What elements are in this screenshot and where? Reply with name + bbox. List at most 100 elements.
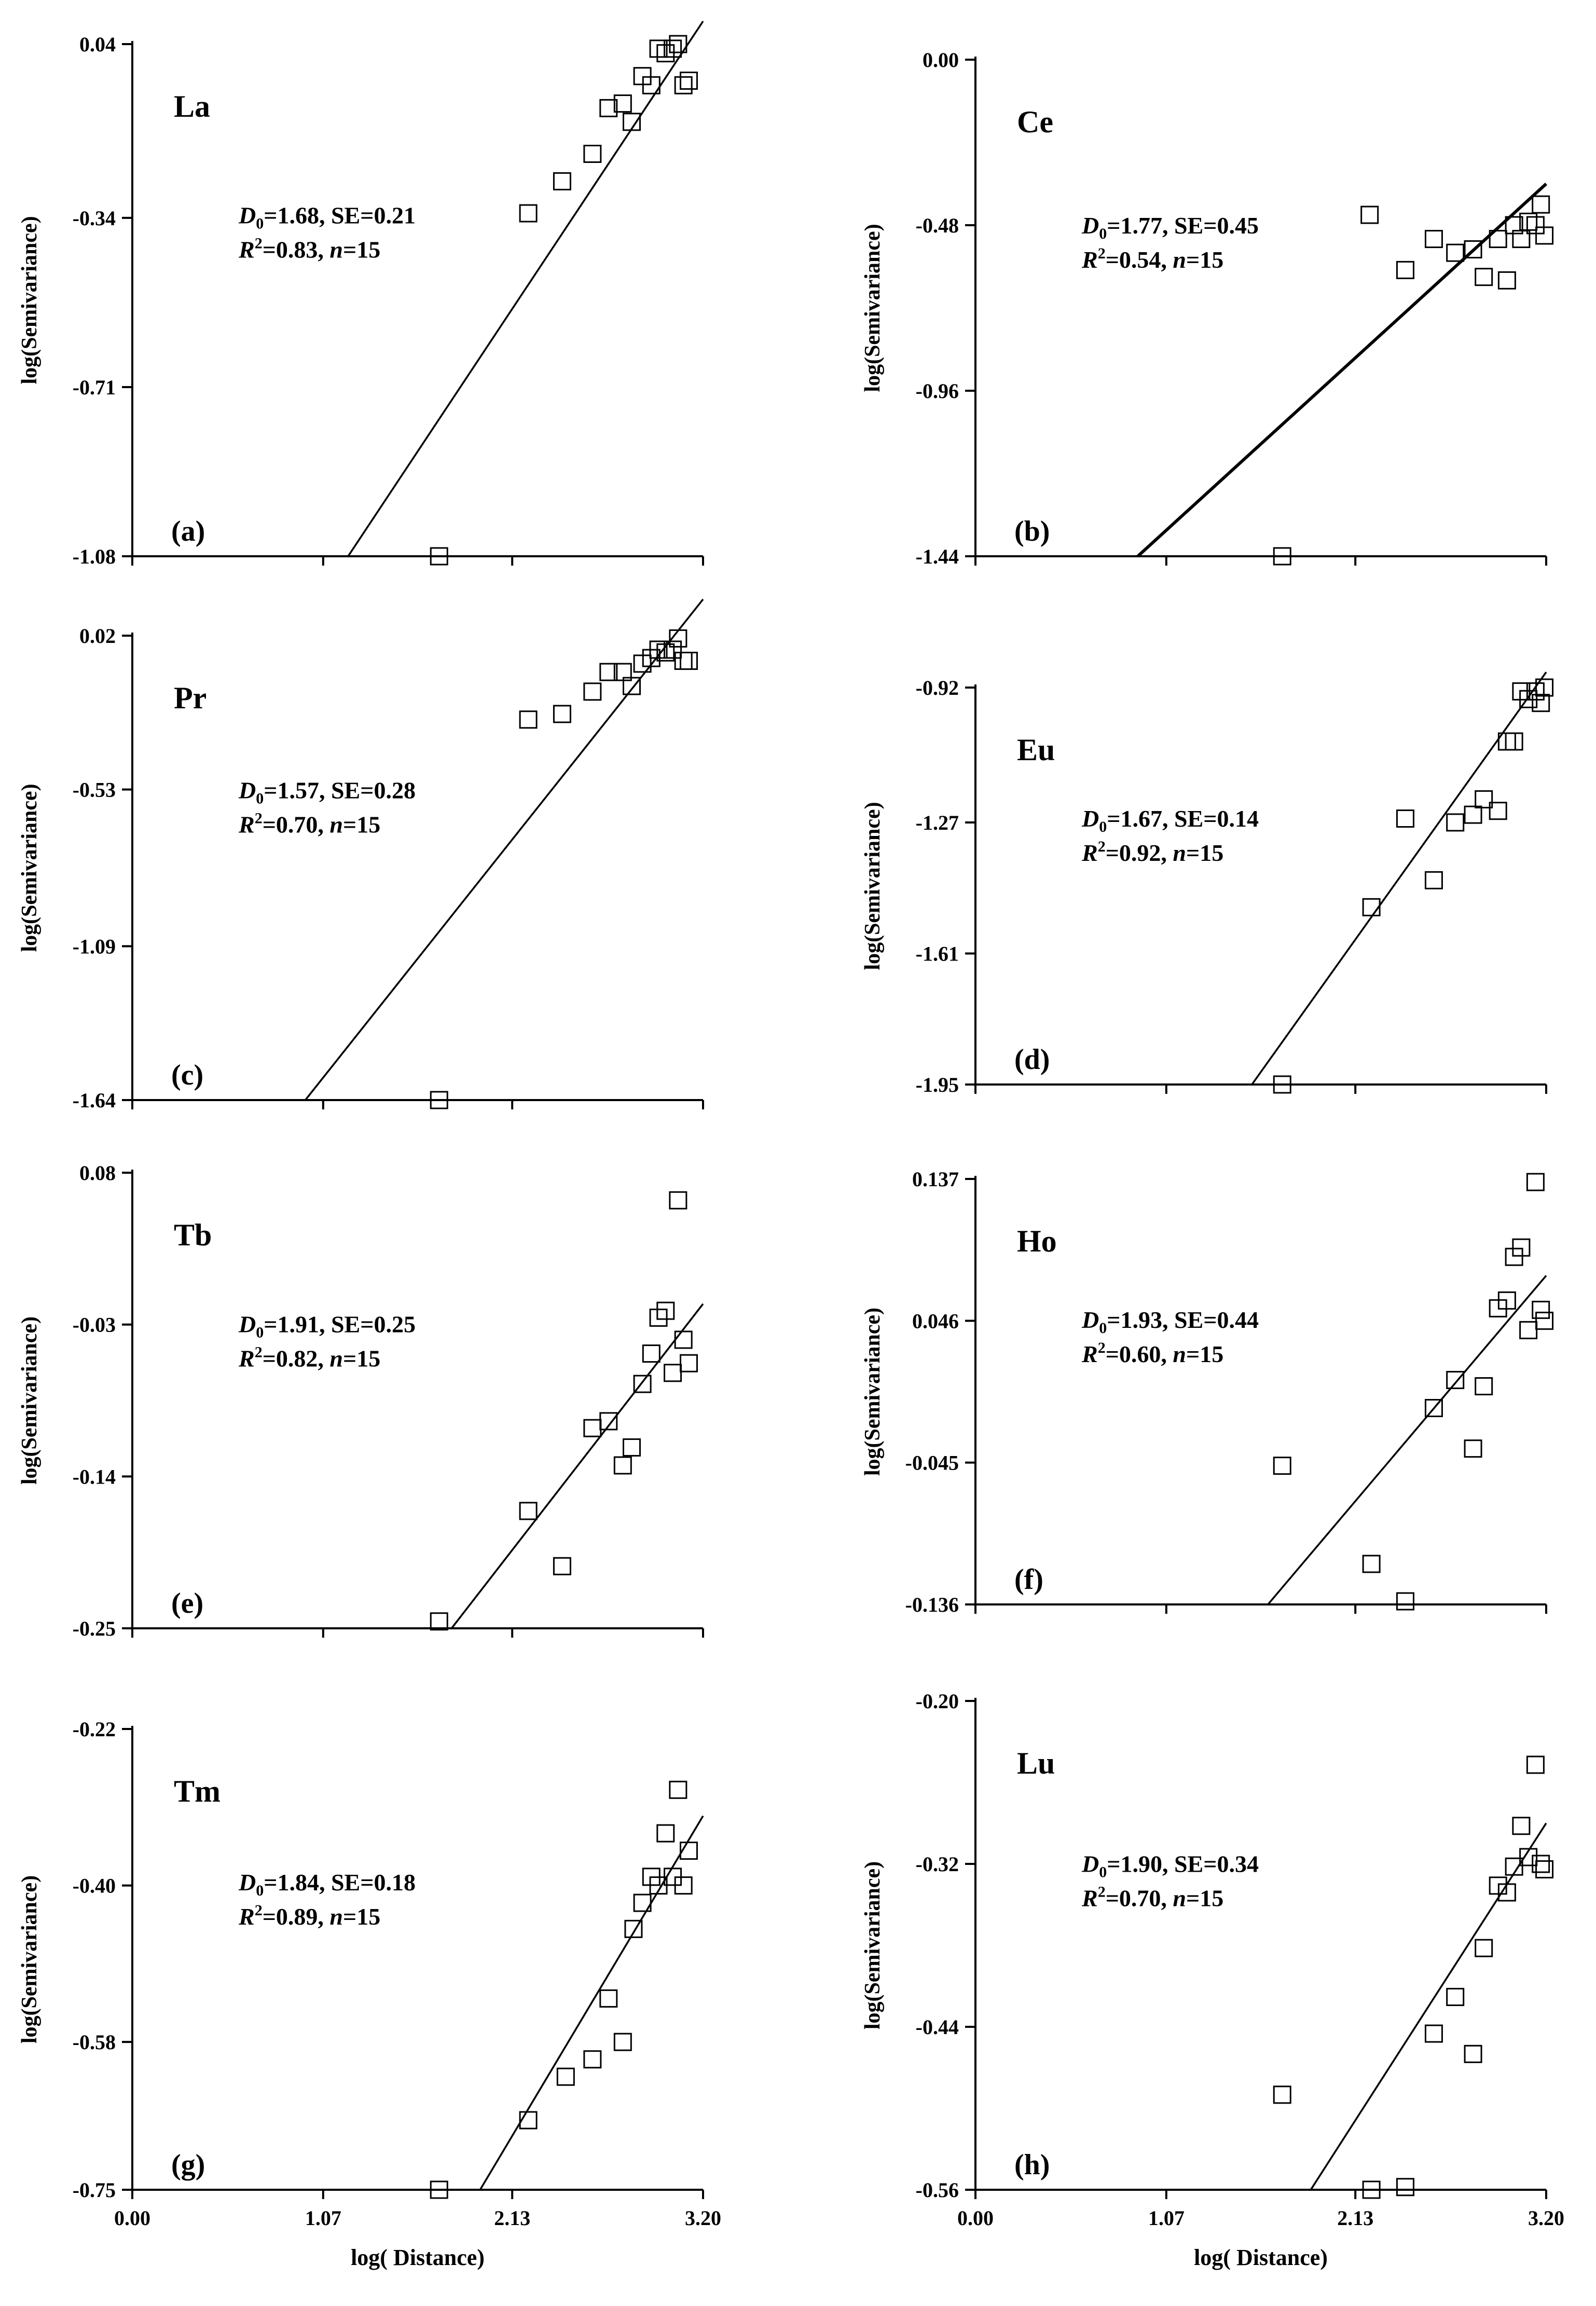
se-value: 0.18 [374,1869,416,1896]
y-axis-label: log(Semivariance) [861,1308,885,1476]
data-point [633,1375,652,1393]
n-value: 15 [1200,1341,1223,1367]
data-point [1535,1860,1554,1878]
fit-line [479,1815,704,2190]
x-tick-label: 2.13 [1337,2206,1373,2230]
data-point [624,1919,643,1938]
data-point [430,1091,448,1109]
y-tick-label: -0.136 [905,1593,959,1616]
data-point [1505,1247,1523,1266]
data-point [1532,1855,1550,1873]
data-point [669,1191,687,1210]
y-tick-label: 0.02 [79,624,116,648]
stats-line-2: R2=0.83, n=15 [238,235,380,263]
fit-line [1251,671,1547,1086]
data-point [430,1612,448,1631]
y-tick-label: -0.44 [916,2015,959,2039]
y-axis-label: log(Semivariance) [861,224,885,392]
d0-value: 1.68 [277,202,319,228]
data-point [680,1354,698,1372]
n-value: 15 [356,1345,380,1371]
data-point [649,640,668,659]
data-point [656,1824,675,1843]
panel-eu: -0.92 -1.27 -1.61 -1.95 log(Semivariance) Eu (… [861,671,1554,1096]
data-point [1512,1238,1531,1257]
data-point [633,1893,652,1912]
data-point [1512,1817,1531,1835]
x-tick-label: 0.00 [114,2206,150,2230]
data-point [674,652,693,670]
data-point [664,640,682,659]
data-point [1497,1883,1516,1902]
data-point [680,652,698,670]
x-tick-label: 3.20 [1528,2206,1564,2230]
stats-line-1: D0=1.84, SE=0.18 [238,1869,416,1899]
data-point [1396,2178,1414,2197]
stats-line-1: D0=1.67, SE=0.14 [1081,805,1259,835]
data-point [1362,2180,1381,2199]
y-tick-label: -1.09 [73,935,116,958]
panel-label: (c) [171,1059,203,1091]
stats-line-1: D0=1.90, SE=0.34 [1081,1851,1259,1881]
data-point [1526,1173,1545,1191]
data-point [583,682,602,701]
data-point [1273,1457,1291,1475]
y-tick-label: -0.20 [916,1690,959,1713]
d0-value: 1.90 [1120,1851,1162,1877]
stats-line-2: R2=0.54, n=15 [1081,245,1223,273]
data-point [519,710,538,729]
d0-value: 1.93 [1120,1307,1162,1333]
data-point [669,1780,687,1799]
y-tick-label: -0.56 [916,2178,959,2202]
y-tick-label: -0.14 [73,1465,116,1488]
element-label: La [174,89,210,123]
data-point [1535,1311,1554,1330]
data-point [599,1989,618,2008]
data-point [430,547,448,566]
data-point [1360,205,1379,224]
d0-value: 1.77 [1120,212,1162,239]
x-tick-label: 2.13 [494,2206,530,2230]
data-point [623,677,641,695]
data-point [613,94,632,113]
data-point [519,1502,538,1520]
data-point [649,1308,668,1327]
r2-value: 0.89 [276,1903,318,1930]
y-tick-label: 0.046 [912,1309,959,1333]
data-point [599,663,618,681]
data-point [674,1330,693,1349]
data-point [519,2111,538,2130]
data-point [553,172,571,190]
data-point [656,44,675,63]
y-tick-label: -0.92 [916,676,959,699]
stats-line-1: D0=1.57, SE=0.28 [238,777,416,807]
y-tick-label: -0.22 [73,1718,116,1741]
data-point [1497,1291,1516,1310]
data-point [1446,1370,1465,1389]
data-point [642,1344,661,1363]
element-label: Eu [1017,733,1055,767]
r2-value: 0.54 [1119,246,1161,273]
data-point [1424,1399,1443,1418]
d0-value: 1.84 [277,1869,319,1896]
element-label: Tm [174,1774,221,1808]
r2-value: 0.70 [1119,1885,1161,1912]
n-value: 15 [356,1903,380,1930]
y-tick-label: -1.61 [916,942,959,965]
stats-line-2: R2=0.92, n=15 [1081,838,1223,866]
panel-tm: 0.00 1.07 2.13 3.20 -0.22 -0.40 -0.58 -0.75 log(… [18,1718,721,2270]
data-point [642,76,661,94]
r2-value: 0.70 [276,811,318,838]
r2-value: 0.60 [1119,1341,1161,1367]
y-tick-label: 0.04 [79,33,116,56]
data-point [1446,813,1465,832]
fit-line [1267,1275,1547,1605]
panel-label: (g) [171,2149,205,2181]
data-point [1505,1857,1523,1876]
data-point [519,204,538,223]
data-point [1396,260,1414,279]
se-value: 0.21 [374,202,416,228]
data-point [1362,1555,1381,1573]
stats-line-1: D0=1.68, SE=0.21 [238,202,416,232]
